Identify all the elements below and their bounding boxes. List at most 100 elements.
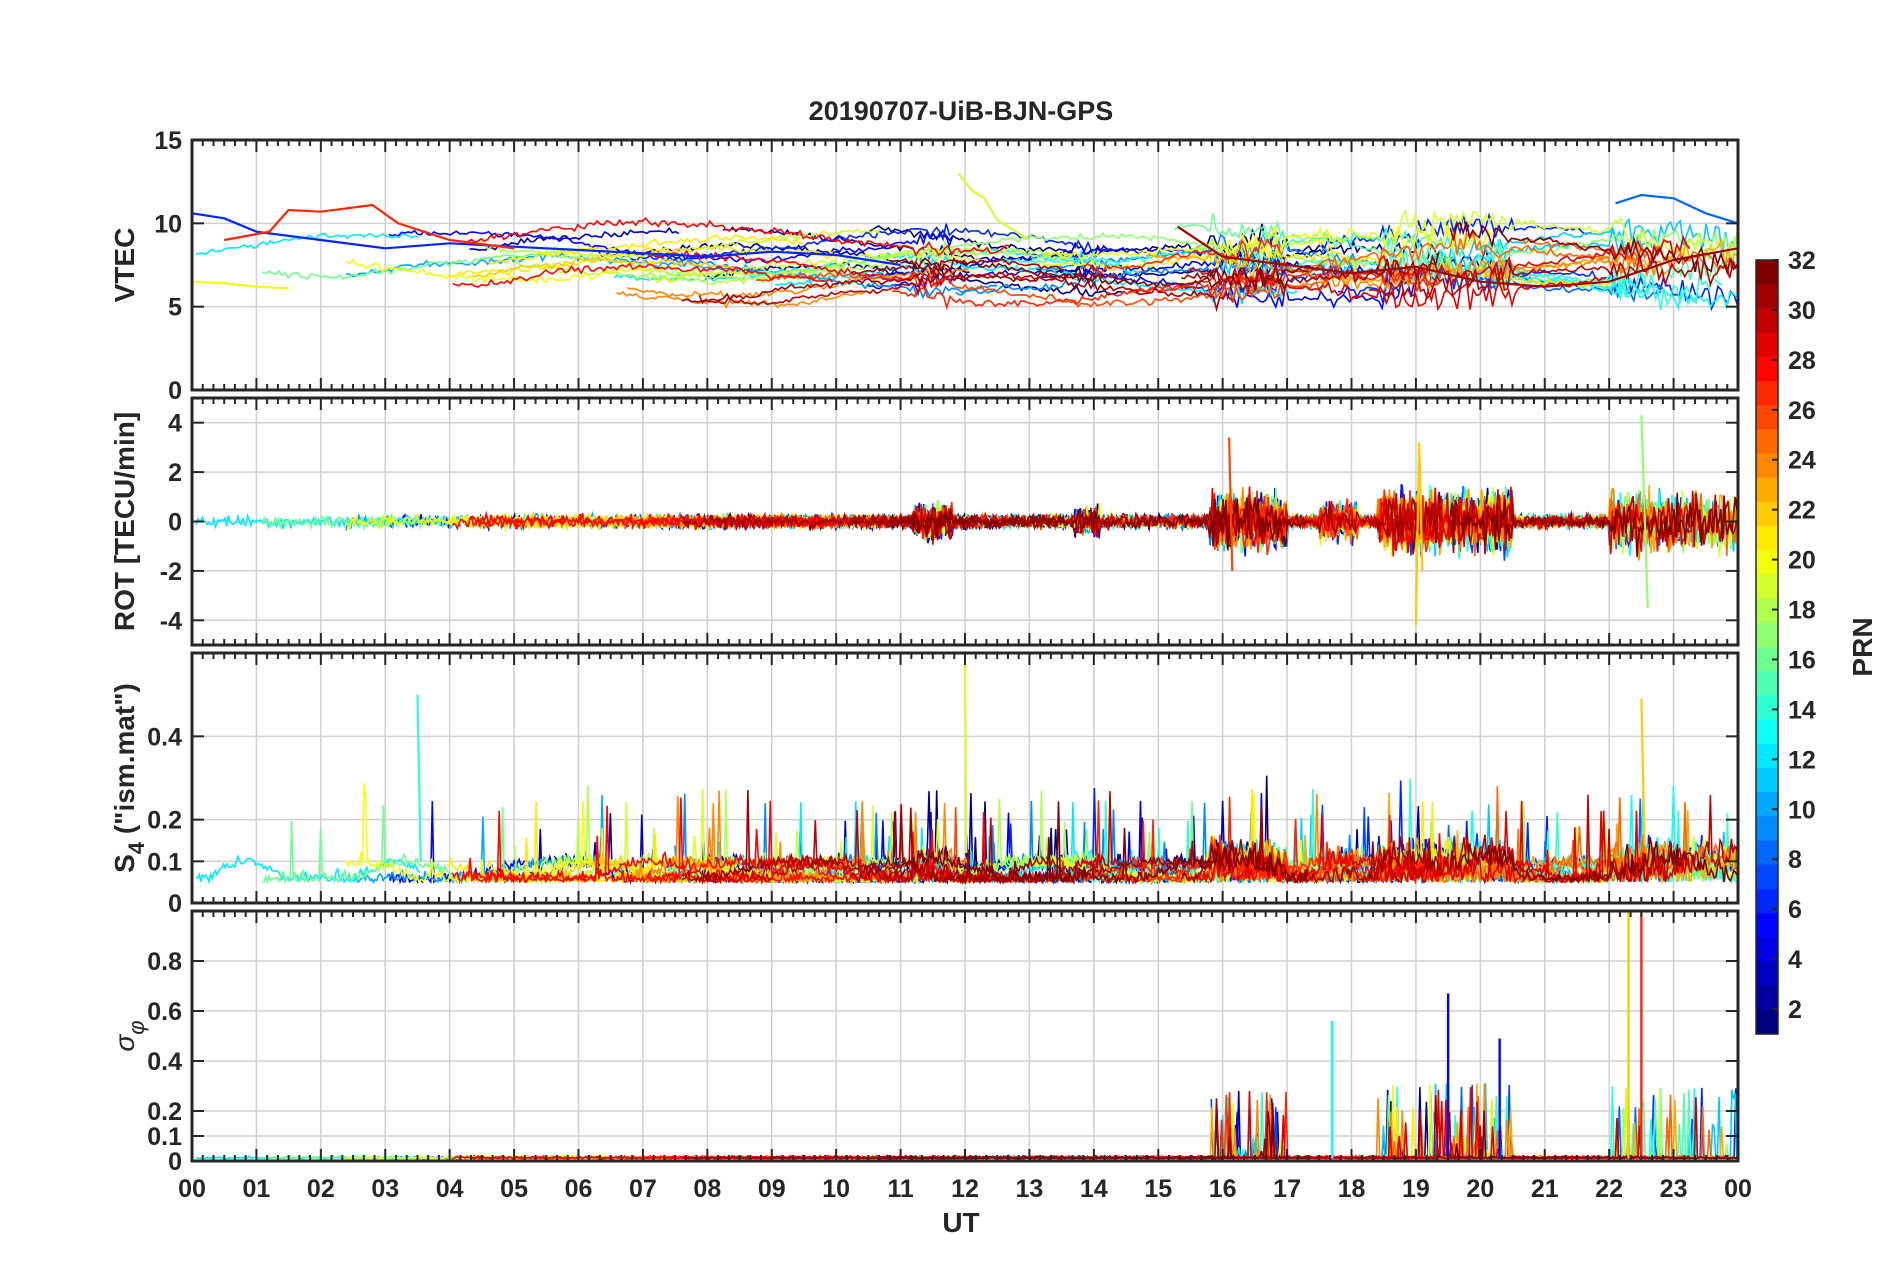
colorbar-segment (1756, 622, 1778, 648)
colorbar-segment (1756, 332, 1778, 358)
prn-trace (861, 243, 1304, 279)
x-tick-label: 21 (1531, 1175, 1559, 1203)
x-tick-label: 18 (1338, 1175, 1366, 1203)
colorbar-segment (1756, 598, 1778, 624)
y-tick-label: 0 (168, 890, 182, 918)
y-tick-label: 0 (168, 509, 182, 537)
prn-trace (471, 255, 737, 278)
y-tick-label: 0 (168, 1148, 182, 1176)
prn-trace (1033, 223, 1492, 271)
x-tick-label: 23 (1660, 1175, 1688, 1203)
colorbar-tick-label: 22 (1788, 497, 1816, 525)
prn-trace (888, 801, 1309, 885)
y-tick-label: 5 (168, 294, 182, 322)
colorbar-segment (1756, 501, 1778, 527)
traces (195, 653, 1738, 886)
prn-trace (262, 248, 569, 281)
colorbar-segment (1756, 792, 1778, 817)
colorbar-segment (1756, 356, 1778, 382)
colorbar-frame (1755, 259, 1779, 1035)
x-tick-label: 13 (1016, 1175, 1044, 1203)
x-tick-label: 15 (1144, 1175, 1172, 1203)
prn-22-series (1414, 442, 1424, 626)
x-tick-label: 00 (1724, 1175, 1752, 1203)
x-tick-label: 14 (1080, 1175, 1108, 1203)
colorbar-segment (1756, 647, 1778, 672)
colorbar-segment (1756, 405, 1778, 430)
prn-26-series (1228, 437, 1234, 571)
colorbar-segment (1756, 429, 1778, 455)
colorbar-segment (1756, 526, 1778, 551)
colorbar-segment (1756, 453, 1778, 479)
colorbar-label: PRN (1847, 617, 1878, 676)
colorbar-segment (1756, 284, 1778, 309)
x-tick-label: 11 (887, 1175, 914, 1203)
prn-trace (486, 233, 804, 265)
x-tick-label: 03 (371, 1175, 399, 1203)
x-tick-label: 06 (565, 1175, 593, 1203)
y-axis-label: ROT [TECU/min] (109, 412, 140, 631)
prn-trace (345, 258, 676, 285)
prn-trace (1173, 212, 1449, 264)
x-tick-label: 12 (951, 1175, 979, 1203)
prn-trace (469, 226, 680, 252)
x-tick-label: 19 (1402, 1175, 1430, 1203)
x-tick-label: 00 (178, 1175, 206, 1203)
panel-3: 0 0.1 0.2 0.4S4 ("ism.mat") (109, 651, 1740, 918)
colorbar-segment (1756, 888, 1778, 914)
prn-trace (1080, 236, 1282, 275)
prn-trace (1042, 225, 1334, 262)
colorbar-tick-label: 2 (1788, 996, 1802, 1024)
prn-trace (868, 223, 1279, 259)
colorbar-tick-label: 10 (1788, 796, 1816, 824)
prn-20-series (192, 280, 289, 290)
x-tick-label: 05 (500, 1175, 528, 1203)
y-tick-label: 0.1 (147, 848, 182, 876)
prn-trace (698, 268, 1128, 306)
prn-trace (1428, 217, 1736, 268)
x-tick-label: 16 (1209, 1175, 1237, 1203)
colorbar-segment (1756, 477, 1778, 503)
prn-6-series (192, 212, 901, 267)
colorbar-segment (1756, 864, 1778, 890)
prn-trace (195, 232, 419, 256)
prn-trace (1368, 255, 1737, 300)
prn-trace (1181, 251, 1440, 292)
colorbar-segment (1756, 719, 1778, 745)
colorbar-segment (1756, 985, 1778, 1011)
prn-trace (514, 247, 1073, 286)
panel-2: -4 -2 0 2 4 ROT [TECU/min] (109, 396, 1740, 647)
y-tick-label: 0 (168, 377, 182, 405)
colorbar-tick-label: 26 (1788, 397, 1816, 425)
colorbar-segment (1756, 380, 1778, 406)
traces (195, 415, 1738, 626)
colorbar-tick-label: 24 (1788, 447, 1816, 475)
prn-trace (755, 269, 1330, 308)
y-tick-label: -4 (160, 607, 182, 635)
prn-trace (1368, 794, 1738, 884)
x-tick-label: 20 (1466, 1175, 1494, 1203)
colorbar-segment (1756, 816, 1778, 842)
prn-trace (1450, 1110, 1738, 1160)
colorbar-segment (1756, 743, 1778, 769)
prn-trace (653, 246, 987, 284)
colorbar-segment (1756, 937, 1778, 963)
x-tick-label: 01 (243, 1175, 271, 1203)
traces (192, 172, 1738, 313)
colorbar-segment (1756, 574, 1778, 600)
prn-19-series (957, 172, 1030, 241)
colorbar-segment (1756, 308, 1778, 334)
colorbar-segment (1756, 260, 1778, 285)
colorbar-segment (1756, 695, 1778, 721)
prn-trace (888, 497, 1309, 549)
y-axis-label: σφ (109, 1020, 149, 1051)
panel-1: 0 5 10 15 VTEC (109, 127, 1740, 405)
prn-trace (467, 217, 1010, 257)
colorbar-tick-label: 18 (1788, 597, 1816, 625)
colorbar-segment (1756, 840, 1778, 866)
y-tick-label: 4 (168, 410, 182, 438)
colorbar-tick-label: 16 (1788, 646, 1816, 674)
